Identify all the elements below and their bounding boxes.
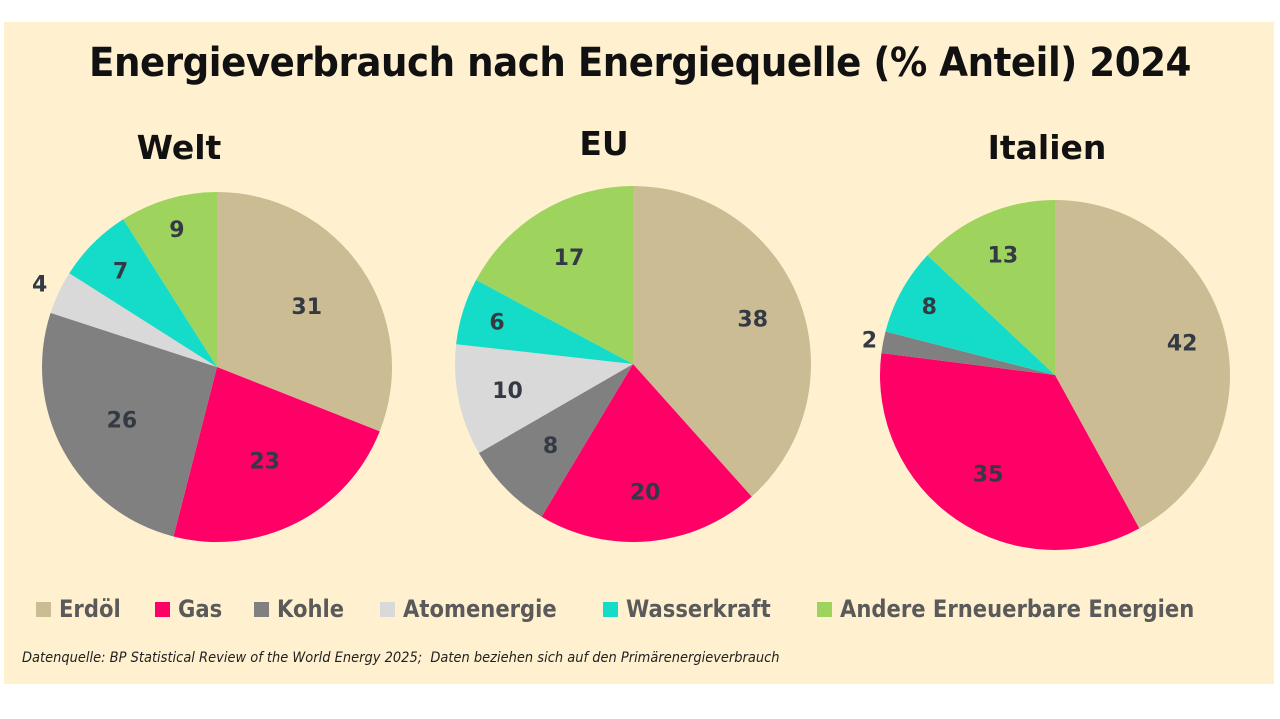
chart-title: Energieverbrauch nach Energiequelle (% A… — [89, 40, 1191, 86]
slice-erdoel — [633, 186, 811, 497]
data-label-atomenergie: 4 — [32, 273, 47, 298]
slice-erdoel — [1055, 199, 1230, 529]
data-label-andere-erneuerbare: 13 — [988, 244, 1019, 269]
slice-erdoel — [217, 192, 392, 432]
slice-wasserkraft — [69, 219, 217, 367]
pie-title-eu: EU — [579, 124, 629, 163]
data-label-andere-erneuerbare: 9 — [169, 218, 184, 243]
legend-item-kohle: Kohle — [254, 595, 353, 623]
legend-item-gas: Gas — [155, 595, 228, 623]
slice-gas — [880, 353, 1140, 551]
data-label-gas: 35 — [973, 462, 1004, 487]
legend: Erdöl Gas Kohle Atomenergie Wasserkraft … — [36, 592, 1268, 626]
slice-andere-erneuerbare — [123, 192, 217, 367]
data-label-atomenergie: 10 — [492, 379, 523, 404]
slice-wasserkraft — [456, 279, 633, 364]
data-label-erdoel: 42 — [1167, 331, 1198, 356]
slice-gas — [173, 367, 380, 542]
slice-gas — [541, 364, 752, 542]
data-label-kohle: 26 — [107, 408, 138, 433]
legend-label: Wasserkraft — [626, 595, 771, 623]
legend-label: Andere Erneuerbare Energien — [839, 595, 1194, 623]
data-label-gas: 20 — [630, 481, 661, 506]
slice-kohle — [478, 364, 633, 517]
legend-swatch — [254, 601, 270, 617]
data-label-erdoel: 38 — [737, 307, 768, 332]
legend-swatch — [603, 601, 619, 617]
slice-andere-erneuerbare — [476, 186, 633, 364]
data-label-wasserkraft: 6 — [489, 311, 504, 336]
legend-swatch — [155, 601, 171, 617]
slice-atomenergie — [455, 344, 633, 453]
legend-item-wasserkraft: Wasserkraft — [603, 595, 790, 623]
data-label-erdoel: 31 — [291, 295, 322, 320]
source-note: Datenquelle: BP Statistical Review of th… — [22, 650, 780, 666]
pie-welt: 31 23 26 4 7 9 — [32, 192, 392, 542]
legend-swatch — [379, 601, 395, 617]
data-label-gas: 23 — [249, 450, 280, 475]
data-label-andere-erneuerbare: 17 — [554, 246, 585, 271]
legend-label: Erdöl — [59, 595, 121, 623]
data-label-wasserkraft: 8 — [922, 295, 937, 320]
slice-kohle — [41, 312, 218, 537]
pie-eu: 38 20 8 10 6 17 — [455, 186, 811, 542]
legend-swatch — [816, 601, 832, 617]
data-label-kohle: 8 — [543, 434, 558, 459]
slice-andere-erneuerbare — [927, 200, 1055, 375]
legend-item-andere-erneuerbare: Andere Erneuerbare Energien — [816, 595, 1243, 623]
legend-item-atomenergie: Atomenergie — [379, 595, 578, 623]
slice-wasserkraft — [885, 255, 1055, 375]
slice-kohle — [881, 331, 1055, 375]
legend-label: Atomenergie — [402, 595, 557, 623]
legend-label: Kohle — [277, 595, 345, 623]
legend-swatch — [36, 601, 51, 617]
legend-item-erdoel: Erdöl — [36, 595, 129, 623]
data-label-wasserkraft: 7 — [113, 259, 128, 284]
data-label-kohle: 2 — [862, 329, 877, 354]
pie-title-italien: Italien — [987, 128, 1107, 167]
pie-title-welt: Welt — [136, 128, 222, 167]
legend-label: Gas — [178, 595, 223, 623]
slice-atomenergie — [50, 273, 217, 367]
